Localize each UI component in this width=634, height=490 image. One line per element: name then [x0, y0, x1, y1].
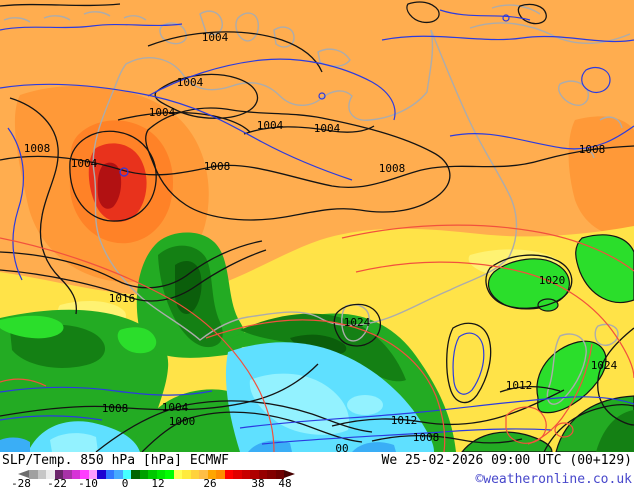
isobar-label: 1004 [177, 76, 204, 89]
isobar-label: 1004 [149, 106, 176, 119]
isobar-label: 1012 [391, 414, 418, 427]
colorbar-segment [80, 470, 89, 479]
isobar-label: 1004 [162, 401, 189, 414]
colorbar-segment [88, 470, 97, 479]
colorbar-tick-label: 38 [251, 477, 265, 490]
colorbar-tick-label: -28 [11, 477, 31, 490]
isobar-label: 1024 [344, 316, 371, 329]
colorbar-segment [224, 470, 233, 479]
colorbar-segment [165, 470, 174, 479]
credit-link[interactable]: ©weatheronline.co.uk [475, 472, 632, 487]
colorbar-segment [114, 470, 123, 479]
isobar-label: 1008 [102, 402, 129, 415]
colorbar-segment [250, 470, 259, 479]
colorbar-tick-label: 12 [151, 477, 165, 490]
colorbar-segment [216, 470, 225, 479]
colorbar-segment [173, 470, 182, 479]
colorbar-segment [258, 470, 267, 479]
colorbar-segment [71, 470, 80, 479]
colorbar-ticks: -28 -22 -10 0 12 26 38 48 [0, 477, 634, 490]
colorbar-tick-label: -10 [78, 477, 98, 490]
temperature-shading [0, 0, 634, 452]
colorbar-segment [156, 470, 165, 479]
isobar-label: 1008 [379, 162, 406, 175]
colorbar-segment [122, 470, 131, 479]
contours-red [0, 224, 634, 452]
isobar-label: 1016 [109, 292, 136, 305]
isobar-label: 1008 [24, 142, 51, 155]
colorbar-segment [54, 470, 63, 479]
colorbar-segment [275, 470, 284, 479]
weather-map-canvas: 1004 1004 1004 1004 1004 1004 1008 1008 1008 1008… [0, 0, 634, 452]
isobar-label: 1012 [506, 379, 533, 392]
temp-contours-blue [0, 9, 634, 445]
colorbar-tick-label: -22 [47, 477, 67, 490]
isobar-label: 1004 [202, 31, 229, 44]
colorbar-tick-label: 0 [121, 477, 129, 490]
colorbar-tick-label: 48 [278, 477, 292, 490]
isobars-black [0, 1, 634, 452]
colorbar-segments [29, 470, 284, 479]
colorbar-segment [105, 470, 114, 479]
colorbar-segment [207, 470, 216, 479]
isobar-label: 1008 [579, 143, 606, 156]
colorbar-segment [233, 470, 242, 479]
map-area: 1004 1004 1004 1004 1004 1004 1008 1008 1008 1008… [0, 0, 634, 452]
colorbar-segment [148, 470, 157, 479]
colorbar-left-arrow [18, 470, 29, 478]
colorbar-segment [37, 470, 46, 479]
valid-time-caption: We 25-02-2026 09:00 UTC (00+129) [381, 453, 632, 468]
colorbar-segment [131, 470, 140, 479]
isobar-label: 1020 [539, 274, 566, 287]
isobar-labels: 1004 1004 1004 1004 1004 1004 1008 1008 1008 1008… [24, 31, 618, 452]
isobar-label: 1004 [71, 157, 98, 170]
isobar-label: 00 [335, 442, 348, 452]
isobar-label: 1008 [204, 160, 231, 173]
colorbar-segment [241, 470, 250, 479]
colorbar-segment [63, 470, 72, 479]
colorbar-segment [97, 470, 106, 479]
colorbar-segment [199, 470, 208, 479]
colorbar-segment [190, 470, 199, 479]
isobar-label: 1024 [591, 359, 618, 372]
isobar-label: 1008 [413, 431, 440, 444]
colorbar-segment [267, 470, 276, 479]
colorbar-segment [29, 470, 38, 479]
isobar-label: 1004 [257, 119, 284, 132]
colorbar-segment [46, 470, 55, 479]
colorbar-segment [182, 470, 191, 479]
colorbar-right-arrow [284, 470, 295, 478]
product-caption: SLP/Temp. 850 hPa [hPa] ECMWF [2, 453, 229, 468]
colorbar-segment [139, 470, 148, 479]
coastlines [3, 4, 631, 405]
isobar-label: 1000 [169, 415, 196, 428]
temperature-colorbar [18, 470, 295, 479]
colorbar-tick-label: 26 [203, 477, 217, 490]
isobar-label: 1004 [314, 122, 341, 135]
